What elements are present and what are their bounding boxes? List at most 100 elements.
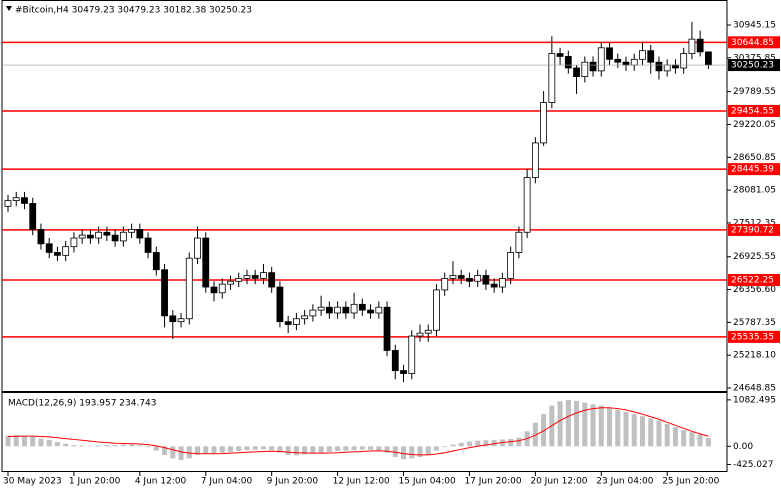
candle-body bbox=[202, 237, 210, 288]
candle-body bbox=[457, 275, 465, 279]
candle-body bbox=[515, 231, 523, 253]
macd-bar bbox=[203, 446, 209, 455]
level-label-bg bbox=[728, 223, 780, 236]
macd-bar bbox=[376, 446, 382, 451]
candle-body bbox=[87, 234, 94, 239]
candle-body bbox=[482, 275, 490, 285]
y-tick-label: 30945.15 bbox=[733, 21, 776, 31]
macd-bar bbox=[293, 446, 299, 456]
candle-body bbox=[705, 51, 712, 66]
level-label-bg bbox=[728, 104, 780, 117]
candle-body bbox=[276, 286, 284, 323]
level-label: 27390.72 bbox=[731, 225, 774, 235]
candle-body bbox=[284, 321, 292, 325]
macd-bar bbox=[656, 420, 662, 447]
candle-body bbox=[630, 58, 638, 66]
candle-body bbox=[507, 252, 515, 279]
candle-body bbox=[4, 200, 12, 207]
macd-bar bbox=[21, 436, 27, 447]
macd-bar bbox=[417, 446, 423, 458]
last-price-label: 30250.23 bbox=[731, 61, 774, 71]
candle-body bbox=[309, 309, 317, 317]
macd-bar bbox=[631, 414, 637, 447]
candle-body bbox=[655, 61, 663, 72]
macd-bar bbox=[368, 446, 374, 450]
x-tick-label: 12 Jun 12:00 bbox=[333, 477, 390, 487]
candle-body bbox=[161, 269, 168, 317]
y-tick-label: 25787.35 bbox=[733, 318, 776, 328]
macd-bar bbox=[475, 440, 481, 447]
macd-bar bbox=[532, 422, 538, 447]
level-label: 29454.55 bbox=[731, 106, 774, 116]
candle-body bbox=[540, 102, 547, 144]
macd-bar bbox=[227, 446, 233, 452]
candle-body bbox=[95, 231, 103, 239]
level-label: 25535.35 bbox=[731, 332, 774, 342]
macd-bar bbox=[326, 446, 332, 452]
candle-body bbox=[210, 286, 218, 294]
macd-bar bbox=[409, 446, 415, 459]
macd-bar bbox=[557, 401, 563, 447]
y-tick-label: 28081.05 bbox=[733, 186, 776, 196]
candle-body bbox=[614, 58, 622, 63]
y-tick-label: 1082.495 bbox=[733, 395, 776, 405]
candle-body bbox=[531, 142, 539, 178]
candle-body bbox=[606, 47, 613, 60]
y-tick-label: 30375.85 bbox=[733, 53, 776, 63]
candle-body bbox=[128, 228, 136, 233]
macd-bar bbox=[104, 445, 110, 447]
candle-body bbox=[292, 318, 300, 325]
macd-bar bbox=[186, 446, 192, 459]
candle-body bbox=[490, 283, 498, 288]
candle-body bbox=[441, 277, 449, 291]
candle-body bbox=[21, 197, 28, 204]
macd-bar bbox=[598, 405, 604, 447]
candle-body bbox=[12, 197, 20, 201]
candle-body bbox=[29, 203, 37, 230]
macd-bar bbox=[71, 445, 77, 447]
macd-bar bbox=[195, 446, 201, 455]
macd-bar bbox=[384, 446, 390, 453]
level-label: 26522.25 bbox=[731, 275, 774, 285]
macd-bar bbox=[639, 416, 645, 447]
macd-bar bbox=[260, 446, 266, 450]
candle-body bbox=[317, 306, 325, 311]
level-label-bg bbox=[728, 163, 780, 176]
candle-body bbox=[78, 234, 86, 239]
candle-body bbox=[350, 303, 358, 314]
candle-body bbox=[622, 61, 630, 66]
candle-body bbox=[391, 350, 399, 372]
macd-bar bbox=[483, 440, 489, 447]
macd-bar bbox=[120, 444, 126, 447]
macd-title: MACD(12,26,9) 193.957 234.743 bbox=[8, 399, 157, 409]
candle-body bbox=[375, 306, 383, 314]
macd-bar bbox=[450, 444, 456, 447]
macd-bar bbox=[351, 446, 357, 451]
candle-body bbox=[169, 315, 177, 323]
candle-body bbox=[597, 47, 605, 72]
candle-body bbox=[218, 283, 226, 294]
candle-body bbox=[334, 306, 342, 314]
candle-body bbox=[243, 275, 251, 279]
x-tick-label: 25 Jun 20:00 bbox=[662, 477, 719, 487]
macd-bar bbox=[252, 446, 258, 450]
y-tick-label: 26925.55 bbox=[733, 252, 776, 262]
candle-body bbox=[647, 50, 655, 63]
macd-bar bbox=[63, 443, 69, 447]
main-frame bbox=[1, 0, 728, 392]
macd-bar bbox=[112, 445, 118, 447]
y-tick-label: 25218.10 bbox=[733, 351, 776, 361]
candle-body bbox=[589, 61, 597, 72]
y-tick-label: 24648.85 bbox=[733, 383, 776, 393]
level-label-bg bbox=[728, 273, 780, 286]
candle-body bbox=[367, 309, 374, 314]
macd-bar bbox=[582, 402, 588, 447]
macd-bar bbox=[145, 446, 151, 448]
macd-bar bbox=[425, 446, 431, 455]
candle-body bbox=[556, 53, 564, 57]
candle-body bbox=[235, 277, 243, 282]
candle-body bbox=[688, 38, 696, 54]
